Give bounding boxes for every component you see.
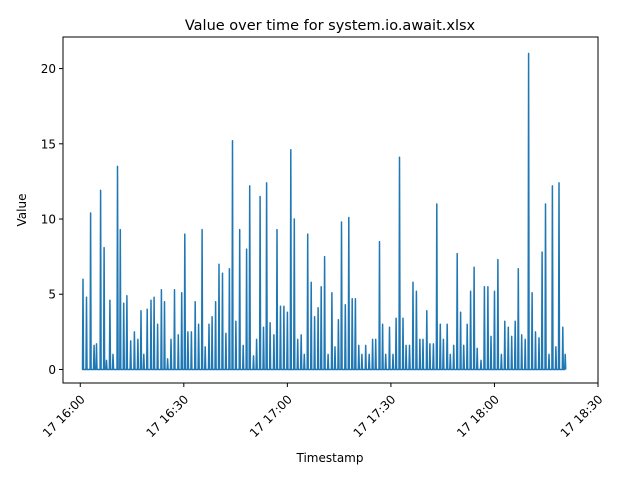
series-line [81,52,567,371]
plot-frame [62,36,599,384]
y-tick-label: 10 [41,213,56,227]
x-axis-label: Timestamp [296,451,364,465]
y-tick-label: 20 [41,62,56,76]
y-axis: 0 5 10 15 20 [41,62,63,377]
y-axis-label: Value [15,194,29,227]
y-tick-label: 0 [48,363,56,377]
y-tick-label: 15 [41,137,56,151]
chart-title: Value over time for system.io.await.xlsx [185,18,476,34]
plot-area [81,52,567,371]
y-tick-label: 5 [48,288,56,302]
